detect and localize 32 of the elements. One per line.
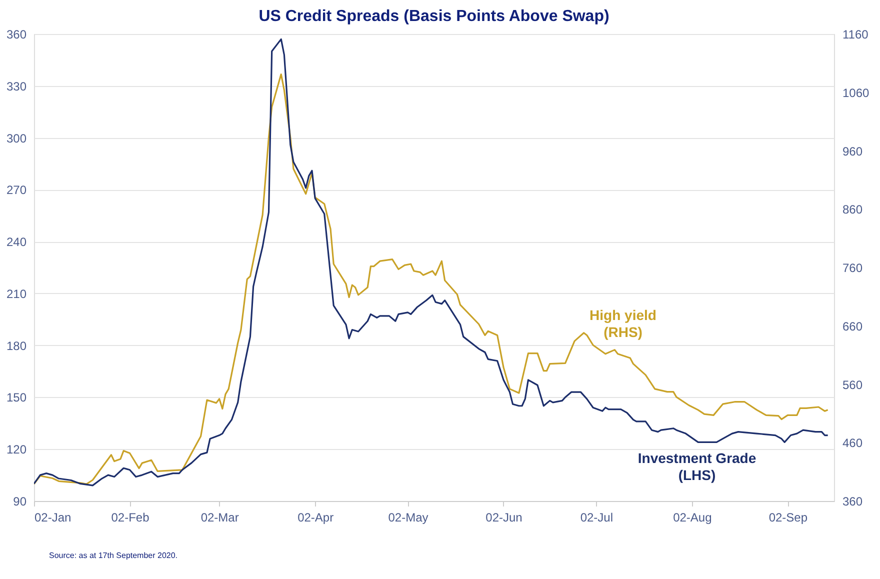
y-tick-label: 270 xyxy=(6,183,27,198)
x-tick-label: 02-Aug xyxy=(673,510,712,524)
y-tick-label: 300 xyxy=(6,131,27,146)
x-tick-label: 02-Feb xyxy=(111,510,150,524)
x-tick-label: 02-Jul xyxy=(580,510,614,524)
series-label: High yield (RHS) xyxy=(590,307,656,340)
y2-tick-label: 760 xyxy=(842,261,863,275)
y-tick-label: 150 xyxy=(6,390,27,405)
x-tick-label: 02-Apr xyxy=(298,510,334,524)
y-tick-label: 360 xyxy=(6,28,27,42)
y-tick-label: 330 xyxy=(6,79,27,94)
x-tick-label: 02-Sep xyxy=(768,510,808,524)
x-tick-label: 02-Jan xyxy=(34,510,72,524)
y2-tick-label: 1160 xyxy=(842,28,869,42)
x-tick-label: 02-Mar xyxy=(200,510,239,524)
y2-tick-label: 460 xyxy=(842,436,863,450)
y-tick-label: 240 xyxy=(6,235,27,250)
series-label: Investment Grade (LHS) xyxy=(638,450,756,483)
x-tick-label: 02-May xyxy=(388,510,428,524)
y2-tick-label: 1060 xyxy=(842,86,870,100)
y2-tick-label: 560 xyxy=(842,378,863,392)
y-tick-label: 90 xyxy=(13,494,27,508)
y-tick-label: 180 xyxy=(6,338,27,353)
y2-tick-label: 360 xyxy=(842,494,863,508)
y2-tick-label: 960 xyxy=(842,144,863,158)
x-tick-label: 02-Jun xyxy=(486,510,522,524)
y-tick-label: 120 xyxy=(6,442,27,457)
y2-tick-label: 660 xyxy=(842,319,863,334)
source-note: Source: as at 17th September 2020. xyxy=(49,551,178,560)
y2-tick-label: 860 xyxy=(842,202,863,217)
y-tick-label: 210 xyxy=(6,286,27,301)
chart-title: US Credit Spreads (Basis Points Above Swap) xyxy=(258,8,610,25)
